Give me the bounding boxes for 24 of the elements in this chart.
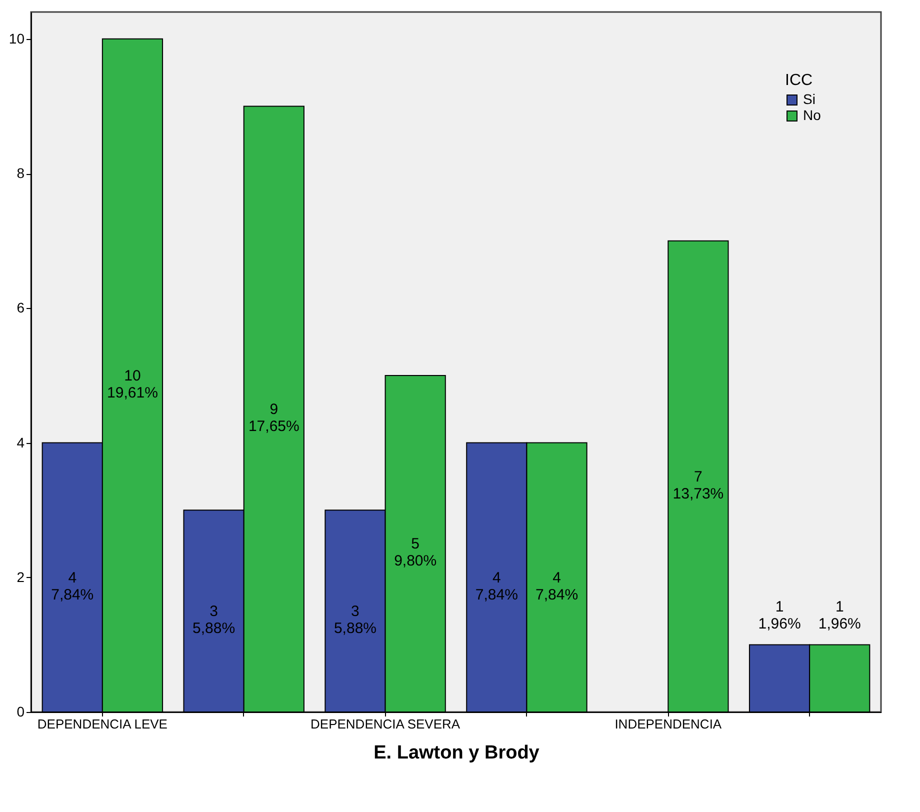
y-tick-label: 0 (16, 704, 25, 720)
data-label: 1 1,96% (758, 598, 801, 633)
y-tick-label: 6 (16, 300, 25, 316)
data-label: 3 5,88% (192, 603, 236, 638)
data-label: 1 1,96% (818, 598, 861, 633)
data-label: 4 7,84% (535, 569, 578, 604)
y-tick-label: 10 (8, 30, 25, 46)
x-tick-label: DEPENDENCIA LEVE (37, 716, 168, 732)
legend-title: ICC (785, 72, 813, 89)
data-label: 4 7,84% (51, 569, 94, 604)
data-label: 10 19,61% (107, 367, 158, 402)
x-tick-label: INDEPENDENCIA (614, 716, 722, 732)
legend-label: No (803, 107, 822, 123)
data-label: 3 5,88% (334, 603, 377, 638)
data-label: 9 17,65% (248, 401, 300, 436)
x-axis-title: E. Lawton y Brody (374, 742, 540, 764)
x-tick-label: DEPENDENCIA SEVERA (310, 716, 460, 732)
y-tick-label: 4 (16, 434, 25, 450)
data-label: 4 7,84% (475, 569, 518, 604)
data-label: 5 9,80% (394, 536, 437, 570)
data-label: 7 13,73% (672, 468, 724, 502)
y-tick-label: 2 (16, 568, 25, 585)
legend-label: Si (803, 91, 816, 107)
y-tick-label: 8 (16, 165, 25, 182)
